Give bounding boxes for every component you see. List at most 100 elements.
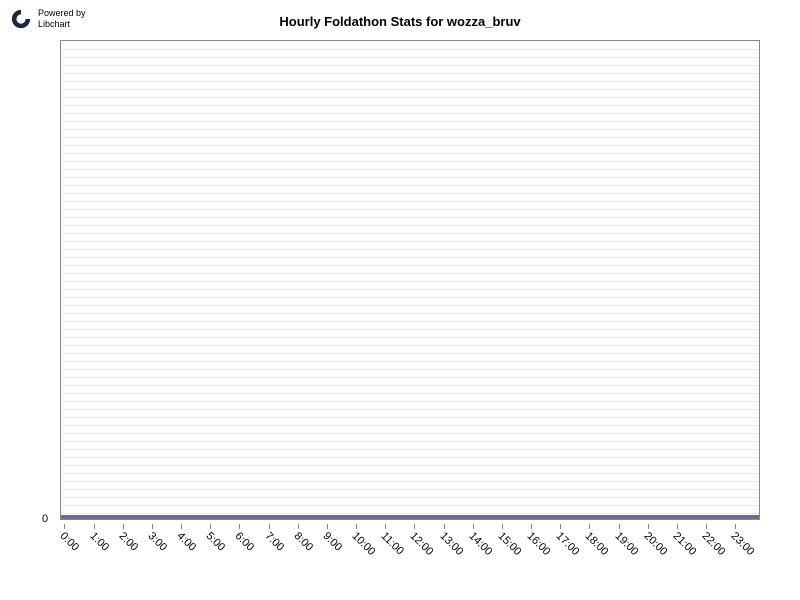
gridline [61,81,759,82]
gridline [61,297,759,298]
x-tick [531,524,532,529]
gridline [61,217,759,218]
x-axis-label: 3:00 [145,530,169,554]
x-tick [239,524,240,529]
x-tick [152,524,153,529]
x-axis-label: 15:00 [495,530,523,558]
gridline [61,169,759,170]
x-axis-label: 2:00 [116,530,140,554]
gridline [61,225,759,226]
x-axis-label: 14:00 [466,530,494,558]
gridline [61,449,759,450]
gridline [61,401,759,402]
gridline [61,337,759,338]
x-tick [677,524,678,529]
x-tick [269,524,270,529]
x-axis-label: 10:00 [350,530,378,558]
gridline [61,185,759,186]
x-axis-label: 11:00 [379,530,406,557]
gridline [61,273,759,274]
gridline [61,369,759,370]
gridline [61,265,759,266]
gridline [61,425,759,426]
gridline [61,97,759,98]
x-axis-label: 18:00 [583,530,611,558]
gridline [61,313,759,314]
gridline [61,57,759,58]
x-axis-label: 23:00 [729,530,757,558]
gridline [61,289,759,290]
gridline [61,241,759,242]
x-tick [619,524,620,529]
x-axis-label: 20:00 [641,530,669,558]
x-tick [64,524,65,529]
x-tick [210,524,211,529]
gridline [61,233,759,234]
gridline [61,201,759,202]
chart-title: Hourly Foldathon Stats for wozza_bruv [0,14,800,29]
gridline [61,177,759,178]
gridline [61,193,759,194]
x-axis-label: 7:00 [262,530,286,554]
x-axis-label: 16:00 [525,530,553,558]
gridline [61,441,759,442]
x-tick [502,524,503,529]
gridline [61,513,759,514]
gridline [61,433,759,434]
gridline [61,89,759,90]
x-axis-label: 22:00 [700,530,728,558]
x-tick [356,524,357,529]
x-axis-label: 9:00 [320,530,344,554]
x-axis-label: 6:00 [233,530,257,554]
x-tick [589,524,590,529]
gridline [61,49,759,50]
x-tick [181,524,182,529]
gridline [61,137,759,138]
x-tick [648,524,649,529]
gridline [61,457,759,458]
gridline [61,153,759,154]
gridline [61,465,759,466]
x-axis-label: 13:00 [437,530,465,558]
gridline [61,353,759,354]
gridline [61,249,759,250]
x-tick [735,524,736,529]
x-axis-labels: 0:001:002:003:004:005:006:007:008:009:00… [60,524,760,584]
gridline [61,393,759,394]
gridline [61,65,759,66]
gridline [61,409,759,410]
x-tick [327,524,328,529]
gridline [61,361,759,362]
gridline [61,505,759,506]
x-tick [298,524,299,529]
gridline [61,345,759,346]
gridline [61,305,759,306]
gridline [61,481,759,482]
gridline [61,489,759,490]
chart-baseline-bar [61,515,759,519]
x-tick [385,524,386,529]
x-axis-label: 21:00 [670,530,698,558]
gridline [61,209,759,210]
gridline [61,161,759,162]
x-axis-label: 12:00 [408,530,436,558]
gridline [61,145,759,146]
gridline [61,105,759,106]
x-axis-label: 17:00 [554,530,582,558]
x-axis-label: 5:00 [204,530,228,554]
gridline [61,257,759,258]
x-tick [473,524,474,529]
gridline [61,385,759,386]
gridline [61,417,759,418]
x-tick [706,524,707,529]
x-axis-label: 0:00 [58,530,82,554]
x-tick [444,524,445,529]
gridline [61,329,759,330]
x-tick [94,524,95,529]
x-tick [414,524,415,529]
gridline [61,73,759,74]
gridline [61,473,759,474]
gridline [61,121,759,122]
x-axis-label: 8:00 [291,530,315,554]
y-axis-tick-0: 0 [42,513,48,525]
